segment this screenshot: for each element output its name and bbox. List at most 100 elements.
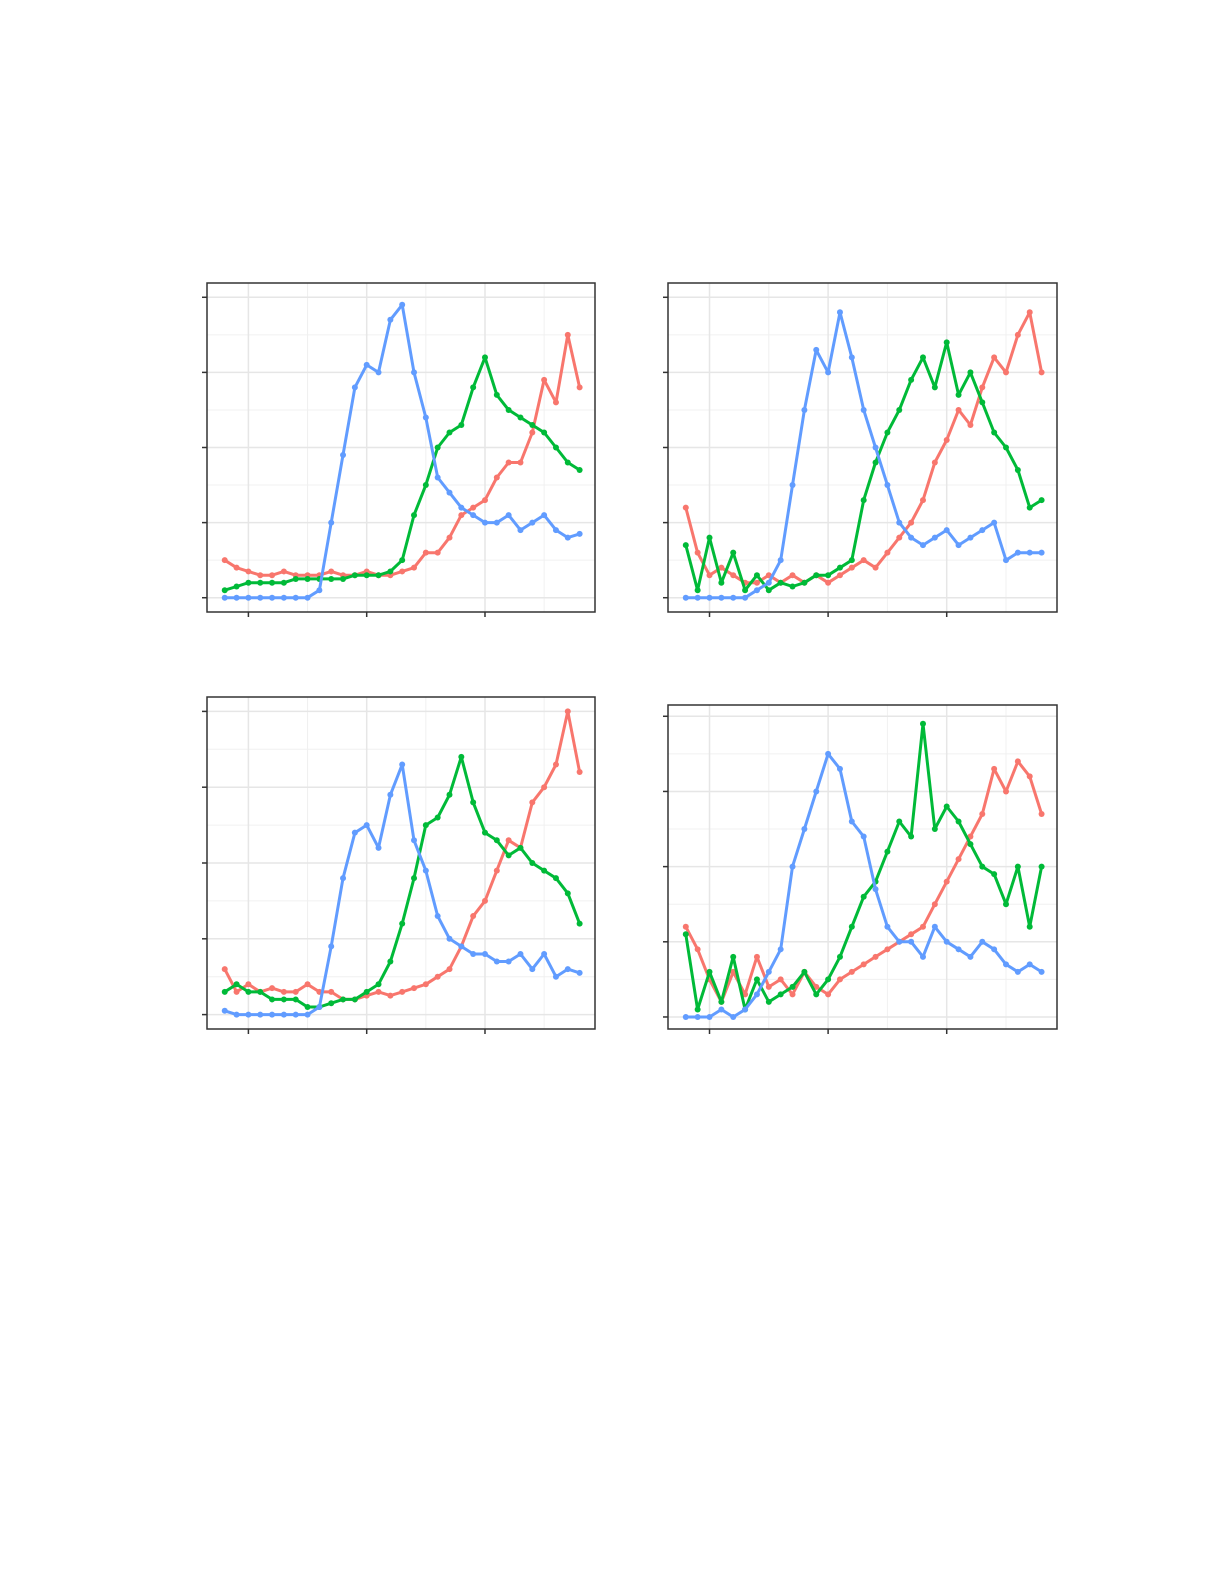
data-point <box>387 316 394 323</box>
data-point <box>919 542 926 549</box>
data-point <box>718 579 725 586</box>
series-1 <box>682 309 1045 586</box>
data-point <box>481 897 488 904</box>
data-point <box>1003 444 1010 451</box>
data-point <box>908 519 915 526</box>
data-point <box>979 938 986 945</box>
data-point <box>280 1011 287 1018</box>
data-point <box>564 534 571 541</box>
data-point <box>470 384 477 391</box>
data-point <box>1003 961 1010 968</box>
data-point <box>552 973 559 980</box>
data-point <box>529 421 536 428</box>
data-point <box>919 923 926 930</box>
data-point <box>955 818 962 825</box>
data-point <box>470 913 477 920</box>
data-point <box>872 444 879 451</box>
data-point <box>434 814 441 821</box>
data-point <box>340 575 347 582</box>
series-2 <box>221 753 583 1011</box>
data-point <box>387 958 394 965</box>
data-point <box>470 799 477 806</box>
data-point <box>872 564 879 571</box>
data-point <box>233 564 240 571</box>
data-point <box>375 369 382 376</box>
data-point <box>848 923 855 930</box>
data-point <box>1038 811 1045 818</box>
data-point <box>1026 309 1033 316</box>
data-point <box>825 572 832 579</box>
data-point <box>896 406 903 413</box>
data-point <box>1003 788 1010 795</box>
data-point <box>529 860 536 866</box>
data-point <box>730 953 737 960</box>
data-point <box>931 384 938 391</box>
data-point <box>801 968 808 975</box>
data-point <box>552 399 559 406</box>
data-point <box>434 474 441 481</box>
data-point <box>269 579 276 586</box>
data-point <box>1003 901 1010 908</box>
data-point <box>908 534 915 541</box>
data-point <box>517 459 524 466</box>
data-point <box>1014 331 1021 338</box>
data-point <box>991 354 998 361</box>
data-point <box>363 361 370 368</box>
data-point <box>221 587 228 594</box>
data-point <box>458 943 465 950</box>
data-point <box>351 996 358 1003</box>
data-point <box>991 519 998 526</box>
data-point <box>375 844 382 851</box>
data-point <box>777 976 784 983</box>
data-point <box>706 594 713 601</box>
data-point <box>742 1006 749 1013</box>
data-point <box>470 950 477 957</box>
data-point <box>411 837 418 844</box>
data-point <box>1014 758 1021 765</box>
data-point <box>753 976 760 983</box>
data-point <box>221 557 228 564</box>
data-point <box>1026 961 1033 968</box>
data-point <box>753 953 760 960</box>
data-point <box>375 981 382 988</box>
data-point <box>765 968 772 975</box>
data-point <box>493 391 500 398</box>
data-point <box>908 376 915 383</box>
data-point <box>694 1006 701 1013</box>
data-point <box>399 761 406 768</box>
data-point <box>872 886 879 893</box>
data-point <box>1038 549 1045 556</box>
data-point <box>967 534 974 541</box>
data-point <box>351 384 358 391</box>
data-point <box>292 988 299 995</box>
data-point <box>884 482 891 489</box>
data-point <box>505 837 512 844</box>
data-point <box>292 1011 299 1018</box>
data-point <box>458 421 465 428</box>
data-point <box>280 988 287 995</box>
data-point <box>316 1004 323 1011</box>
data-point <box>860 833 867 840</box>
data-point <box>493 474 500 481</box>
data-point <box>706 1013 713 1020</box>
data-point <box>896 938 903 945</box>
data-point <box>919 497 926 504</box>
panel-1 <box>202 282 596 617</box>
data-point <box>955 946 962 953</box>
plot-border <box>667 282 1058 613</box>
data-point <box>552 761 559 768</box>
data-point <box>245 568 252 575</box>
data-point <box>470 512 477 519</box>
data-point <box>836 572 843 579</box>
data-point <box>233 583 240 590</box>
data-point <box>1038 968 1045 975</box>
data-point <box>541 867 548 874</box>
data-point <box>434 973 441 980</box>
data-point <box>505 459 512 466</box>
data-point <box>422 822 429 829</box>
data-point <box>955 406 962 413</box>
data-point <box>682 1013 689 1020</box>
data-point <box>884 946 891 953</box>
data-point <box>517 527 524 534</box>
data-point <box>541 429 548 436</box>
